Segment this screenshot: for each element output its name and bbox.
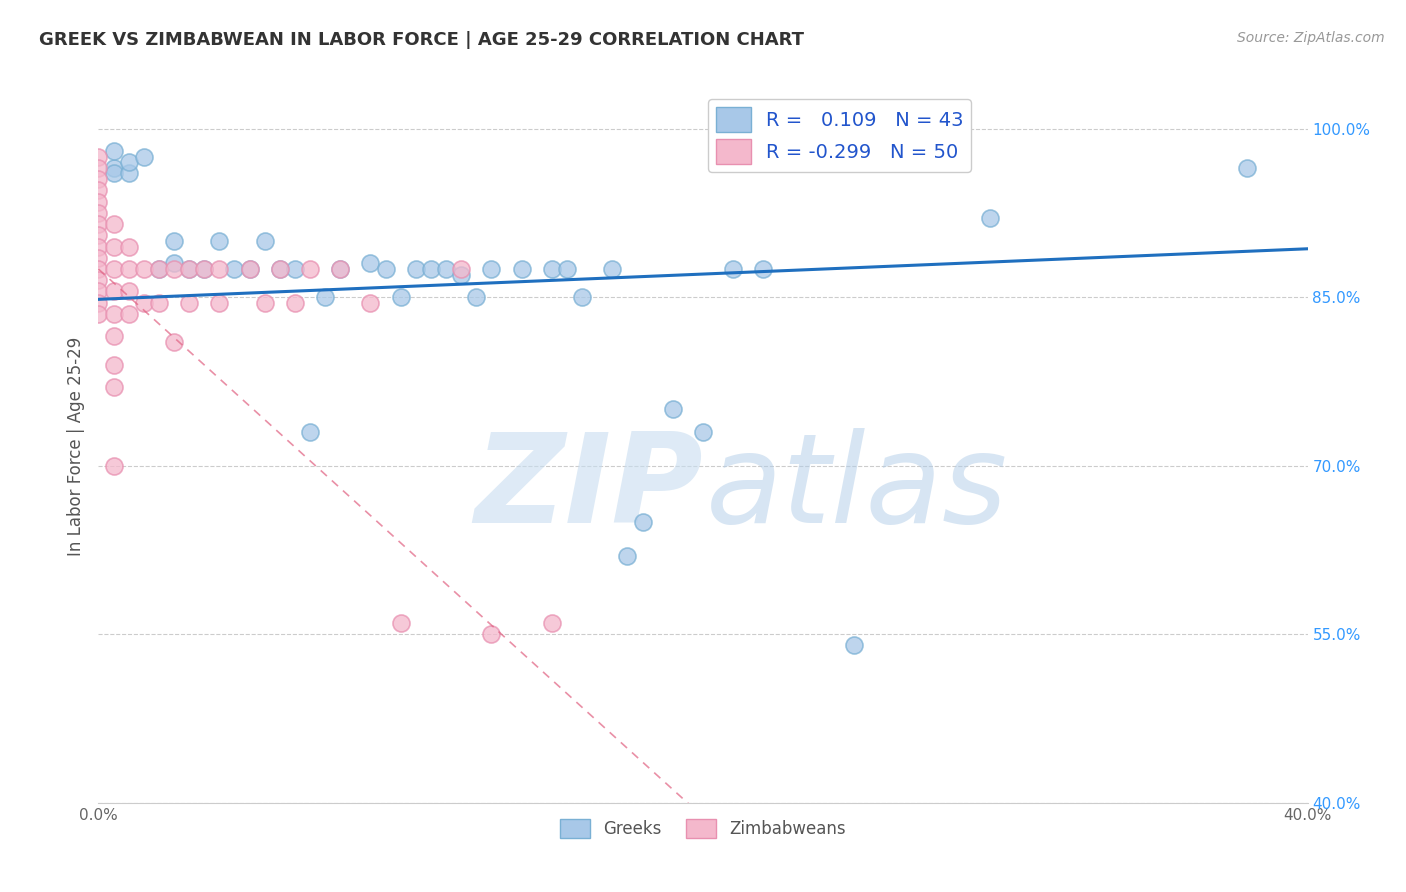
Point xyxy=(269,262,291,277)
Point xyxy=(360,295,382,310)
Point xyxy=(692,425,714,439)
Point xyxy=(163,262,186,277)
Point xyxy=(389,290,412,304)
Point xyxy=(87,183,110,197)
Point xyxy=(723,262,745,277)
Point xyxy=(284,295,307,310)
Point xyxy=(420,262,443,277)
Point xyxy=(103,329,125,343)
Point xyxy=(193,262,215,277)
Point xyxy=(87,285,110,299)
Text: GREEK VS ZIMBABWEAN IN LABOR FORCE | AGE 25-29 CORRELATION CHART: GREEK VS ZIMBABWEAN IN LABOR FORCE | AGE… xyxy=(39,31,804,49)
Point xyxy=(87,150,110,164)
Text: ZIP: ZIP xyxy=(474,428,703,549)
Point xyxy=(87,307,110,321)
Point xyxy=(103,380,125,394)
Point xyxy=(269,262,291,277)
Point xyxy=(360,256,382,270)
Point xyxy=(118,166,141,180)
Point xyxy=(87,251,110,265)
Point xyxy=(179,262,201,277)
Point xyxy=(481,262,503,277)
Point xyxy=(87,295,110,310)
Point xyxy=(450,268,472,282)
Point xyxy=(87,228,110,243)
Point xyxy=(329,262,352,277)
Point xyxy=(752,262,775,277)
Point xyxy=(103,458,125,473)
Point xyxy=(208,295,231,310)
Point xyxy=(103,262,125,277)
Point xyxy=(103,161,125,175)
Point xyxy=(329,262,352,277)
Point xyxy=(87,262,110,277)
Point xyxy=(314,290,336,304)
Text: Source: ZipAtlas.com: Source: ZipAtlas.com xyxy=(1237,31,1385,45)
Point xyxy=(540,615,562,630)
Point xyxy=(118,155,141,169)
Point xyxy=(87,273,110,287)
Point xyxy=(132,295,155,310)
Point xyxy=(602,262,624,277)
Point xyxy=(132,150,155,164)
Point xyxy=(103,307,125,321)
Point xyxy=(103,239,125,253)
Point xyxy=(224,262,246,277)
Point xyxy=(118,239,141,253)
Point xyxy=(87,172,110,186)
Point xyxy=(103,217,125,231)
Point xyxy=(510,262,533,277)
Point xyxy=(163,334,186,349)
Point xyxy=(148,262,170,277)
Point xyxy=(661,402,683,417)
Point xyxy=(434,262,457,277)
Point xyxy=(481,627,503,641)
Point xyxy=(299,425,322,439)
Point xyxy=(979,211,1001,226)
Point xyxy=(571,290,593,304)
Point xyxy=(87,161,110,175)
Point xyxy=(208,234,231,248)
Point xyxy=(179,262,201,277)
Point xyxy=(118,262,141,277)
Y-axis label: In Labor Force | Age 25-29: In Labor Force | Age 25-29 xyxy=(66,336,84,556)
Point xyxy=(132,262,155,277)
Point xyxy=(374,262,396,277)
Legend: Greeks, Zimbabweans: Greeks, Zimbabweans xyxy=(553,812,853,845)
Point xyxy=(253,295,276,310)
Point xyxy=(405,262,427,277)
Point xyxy=(87,239,110,253)
Point xyxy=(103,285,125,299)
Point xyxy=(299,262,322,277)
Point xyxy=(103,144,125,158)
Text: atlas: atlas xyxy=(706,428,1008,549)
Point xyxy=(540,262,562,277)
Point xyxy=(844,639,866,653)
Point xyxy=(1236,161,1258,175)
Point xyxy=(193,262,215,277)
Point xyxy=(179,295,201,310)
Point xyxy=(163,234,186,248)
Point xyxy=(148,262,170,277)
Point xyxy=(103,358,125,372)
Point xyxy=(389,615,412,630)
Point xyxy=(87,217,110,231)
Point xyxy=(118,285,141,299)
Point xyxy=(239,262,262,277)
Point xyxy=(87,194,110,209)
Point xyxy=(555,262,578,277)
Point xyxy=(163,256,186,270)
Point xyxy=(253,234,276,248)
Point xyxy=(103,166,125,180)
Point xyxy=(239,262,262,277)
Point xyxy=(450,262,472,277)
Point xyxy=(148,295,170,310)
Point xyxy=(631,515,654,529)
Point xyxy=(616,549,638,563)
Point xyxy=(118,307,141,321)
Point xyxy=(208,262,231,277)
Point xyxy=(465,290,488,304)
Point xyxy=(87,206,110,220)
Point xyxy=(284,262,307,277)
